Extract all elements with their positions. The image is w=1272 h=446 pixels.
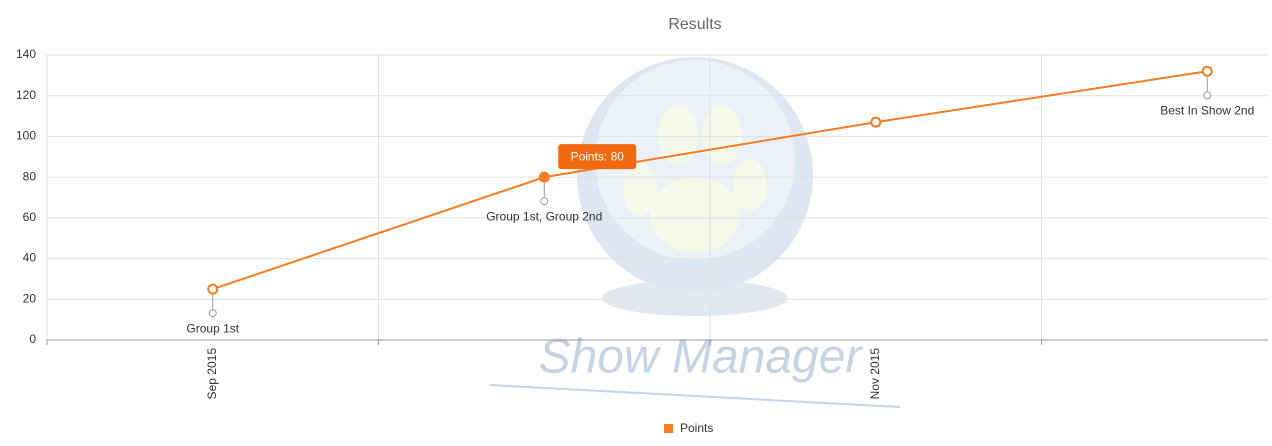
- x-tick-label: Sep 2015: [205, 348, 219, 400]
- y-tick-label: 80: [23, 169, 37, 183]
- y-tick-label: 60: [23, 210, 37, 224]
- y-tick-label: 20: [23, 291, 37, 305]
- y-tick-label: 0: [29, 332, 36, 346]
- tooltip-text: Points: 80: [571, 149, 625, 163]
- watermark-underline: [490, 385, 900, 407]
- chart: Show Manager Results 0 20 40 60 80 100 120 140 S…: [0, 0, 1272, 441]
- point: [540, 173, 549, 182]
- chart-title: Results: [668, 16, 721, 33]
- annotation-pin: [541, 198, 548, 205]
- y-tick-label: 40: [23, 251, 37, 265]
- legend-label: Points: [680, 421, 713, 435]
- legend-swatch: [664, 424, 673, 433]
- annotation-pin: [1204, 92, 1211, 99]
- annotation-pin: [209, 310, 216, 317]
- point: [1203, 67, 1212, 76]
- annotation: Best In Show 2nd: [1160, 103, 1254, 117]
- annotation: Group 1st: [186, 321, 239, 335]
- point: [871, 118, 880, 127]
- y-tick-label: 120: [16, 88, 36, 102]
- point: [208, 285, 217, 294]
- watermark-text: Show Manager: [539, 331, 864, 384]
- x-tick-label: Nov 2015: [868, 348, 882, 400]
- y-tick-label: 100: [16, 129, 36, 143]
- annotation: Group 1st, Group 2nd: [486, 209, 602, 223]
- y-tick-label: 140: [16, 47, 36, 61]
